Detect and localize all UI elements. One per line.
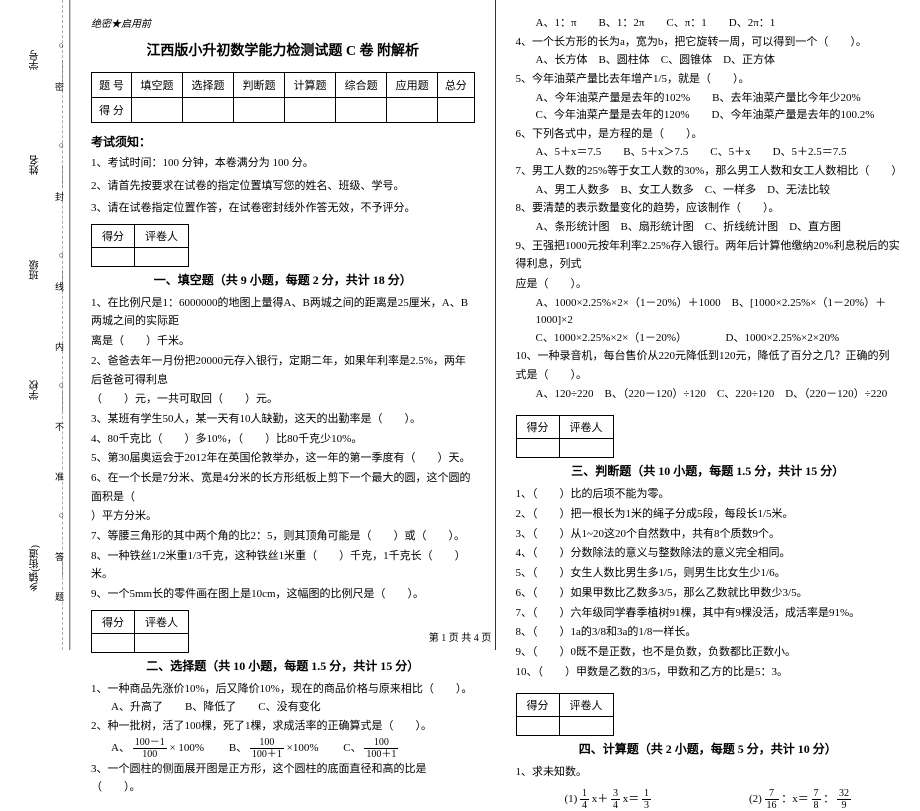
s2q2: 2、种一批树，活了100棵，死了1棵，求成活率的正确算式是（ ）。	[91, 717, 475, 736]
sec4-title: 四、计算题（共 2 小题，每题 5 分，共计 10 分）	[516, 740, 901, 757]
page-footer: 第 1 页 共 4 页	[0, 629, 920, 644]
s3-4: 4、（ ）分数除法的意义与整数除法的意义完全相同。	[516, 544, 901, 563]
eq2: (2) 716 ：x＝ 78 ： 329	[749, 788, 851, 811]
s1q2b: （ ）元，一共可取回（ ）元。	[91, 390, 475, 409]
notice-2: 2、请首先按要求在试卷的指定位置填写您的姓名、班级、学号。	[91, 178, 475, 196]
s3-1: 1、（ ）比的后项不能为零。	[516, 485, 901, 504]
s1q1b: 离是（ ）千米。	[91, 332, 475, 351]
s3-2: 2、（ ）把一根长为1米的绳子分成5段，每段长1/5米。	[516, 505, 901, 524]
s2q1o: A、升高了 B、降低了 C、没有变化	[111, 699, 475, 717]
d6: 答	[55, 550, 64, 563]
notice-head: 考试须知：	[91, 133, 475, 150]
m3: ○	[59, 380, 64, 390]
r6: 6、下列各式中，是方程的是（ ）。	[516, 125, 901, 144]
m2: ○	[59, 250, 64, 260]
side-label-town: 乡镇(街道)	[28, 545, 43, 592]
side-underline-3: ＿＿	[50, 390, 66, 412]
side-label-school: 学校	[28, 380, 43, 400]
s1q8: 8、一种铁丝1/2米重1/3千克，这种铁丝1米重（ ）千克，1千克长（ ）米。	[91, 547, 475, 584]
m1: ○	[59, 140, 64, 150]
s3-9: 9、（ ）0既不是正数，也不是负数，负数都比正数小。	[516, 643, 901, 662]
notice-1: 1、考试时间：100 分钟，本卷满分为 100 分。	[91, 155, 475, 173]
r5b: C、今年油菜产量是去年的120% D、今年油菜产量是去年的100.2%	[536, 107, 901, 125]
r8: 8、要清楚的表示数量变化的趋势，应该制作（ ）。	[516, 199, 901, 218]
s2q1: 1、一种商品先涨价10%，后又降价10%，现在的商品价格与原来相比（ ）。	[91, 680, 475, 699]
r7: 7、男工人数的25%等于女工人数的30%，那么男工人数和女工人数相比（ ）	[516, 162, 901, 181]
s2q2o: A、 100－1100 × 100% B、 100100＋1 ×100% C、 …	[111, 737, 475, 760]
sec1-title: 一、填空题（共 9 小题，每题 2 分，共计 18 分）	[91, 271, 475, 288]
left-column: 绝密★启用前 江西版小升初数学能力检测试题 C 卷 附解析 题 号 填空题 选择…	[71, 0, 496, 650]
r7o: A、男工人数多 B、女工人数多 C、一样多 D、无法比较	[536, 182, 901, 200]
r9c: A、1000×2.25%×2×（1－20%）＋1000 B、[1000×2.25…	[536, 295, 901, 330]
side-underline-1: ＿＿	[50, 165, 66, 187]
d7: 题	[55, 590, 64, 603]
s1q2a: 2、爸爸去年一月份把20000元存入银行，定期二年，如果年利率是2.5%，两年后…	[91, 352, 475, 389]
right-column: A、1：π B、1：2π C、π：1 D、2π：1 4、一个长方形的长为a，宽为…	[496, 0, 920, 650]
s3-3: 3、（ ）从1~20这20个自然数中，共有8个质数9个。	[516, 525, 901, 544]
page-title: 江西版小升初数学能力检测试题 C 卷 附解析	[91, 40, 475, 60]
s4q1: 1、求未知数。	[516, 763, 901, 782]
r9d: C、1000×2.25%×2×（1－20%） D、1000×2.25%×2×20…	[536, 330, 901, 348]
d0: 密	[55, 80, 64, 93]
content-columns: 绝密★启用前 江西版小升初数学能力检测试题 C 卷 附解析 题 号 填空题 选择…	[70, 0, 920, 650]
notice-list: 1、考试时间：100 分钟，本卷满分为 100 分。 2、请首先按要求在试卷的指…	[91, 155, 475, 218]
s1q1a: 1、在比例尺是1：6000000的地图上量得A、B两城之间的距离是25厘米，A、…	[91, 294, 475, 331]
r10o: A、120÷220 B、（220－120）÷120 C、220÷120 D、（2…	[536, 386, 901, 404]
s1q9: 9、一个5mm长的零件画在图上是10cm，这幅图的比例尺是（ ）。	[91, 585, 475, 604]
side-underline-0: ＿＿	[50, 60, 66, 82]
r10: 10、一种录音机，每台售价从220元降低到120元，降低了百分之几？正确的列式是…	[516, 347, 901, 384]
r3o: A、1：π B、1：2π C、π：1 D、2π：1	[536, 15, 901, 33]
confidential: 绝密★启用前	[91, 15, 475, 30]
binding-sidebar: 学号 ＿＿ 姓名 ＿＿ 班级 ＿＿ 学校 ＿＿ 乡镇(街道) ＿＿ ○ 密 ○ …	[0, 0, 70, 650]
r9b: 应是（ ）。	[516, 275, 901, 294]
side-label-class: 班级	[28, 260, 43, 280]
s2q3: 3、一个圆柱的侧面展开图是正方形，这个圆柱的底面直径和高的比是（ ）。	[91, 760, 475, 797]
sec2-title: 二、选择题（共 10 小题，每题 1.5 分，共计 15 分）	[91, 657, 475, 674]
r9a: 9、王强把1000元按年利率2.25%存入银行。两年后计算他缴纳20%利息税后的…	[516, 237, 901, 274]
d5: 准	[55, 470, 64, 483]
r4: 4、一个长方形的长为a，宽为b，把它旋转一周，可以得到一个（ ）。	[516, 33, 901, 52]
exam-page: 学号 ＿＿ 姓名 ＿＿ 班级 ＿＿ 学校 ＿＿ 乡镇(街道) ＿＿ ○ 密 ○ …	[0, 0, 920, 650]
s3-10: 10、（ ）甲数是乙数的3/5，甲数和乙方的比是5：3。	[516, 663, 901, 682]
r4o: A、长方体 B、圆柱体 C、圆锥体 D、正方体	[536, 52, 901, 70]
score-row-value: 得 分	[92, 98, 475, 123]
fracA: 100－1100	[133, 737, 167, 760]
s3-7: 7、（ ）六年级同学春季植树91棵，其中有9棵没活，成活率是91%。	[516, 604, 901, 623]
d4: 不	[55, 420, 64, 433]
eq1: (1) 14 x＋ 34 x＝ 13	[564, 788, 651, 811]
r6o: A、5＋x＝7.5 B、5＋x＞7.5 C、5＋x D、5＋2.5＝7.5	[536, 144, 901, 162]
d1: 封	[55, 190, 64, 203]
calc-row: (1) 14 x＋ 34 x＝ 13 (2) 716 ：x＝ 78 ： 329	[516, 788, 901, 811]
m4: ○	[59, 510, 64, 520]
r5a: A、今年油菜产量是去年的102% B、去年油菜产量比今年少20%	[536, 90, 901, 108]
s1q3: 3、某班有学生50人，某一天有10人缺勤，这天的出勤率是（ ）。	[91, 410, 475, 429]
score-row-head: 题 号 填空题 选择题 判断题 计算题 综合题 应用题 总分	[92, 73, 475, 98]
score-table: 题 号 填空题 选择题 判断题 计算题 综合题 应用题 总分 得 分	[91, 72, 475, 123]
d3: 内	[55, 340, 64, 353]
scorer-box-4: 得分评卷人	[516, 693, 614, 736]
side-label-id: 学号	[28, 50, 43, 70]
s3-5: 5、（ ）女生人数比男生多1/5，则男生比女生少1/6。	[516, 564, 901, 583]
d2: 线	[55, 280, 64, 293]
r8o: A、条形统计图 B、扇形统计图 C、折线统计图 D、直方图	[536, 219, 901, 237]
scorer-box-1: 得分评卷人	[91, 224, 189, 267]
s1q4: 4、80千克比（ ）多10%，（ ）比80千克少10%。	[91, 430, 475, 449]
sec3-title: 三、判断题（共 10 小题，每题 1.5 分，共计 15 分）	[516, 462, 901, 479]
s1q6a: 6、在一个长是7分米、宽是4分米的长方形纸板上剪下一个最大的圆，这个圆的面积是（	[91, 469, 475, 506]
notice-3: 3、请在试卷指定位置作答，在试卷密封线外作答无效，不予评分。	[91, 200, 475, 218]
side-label-name: 姓名	[28, 155, 43, 175]
r5: 5、今年油菜产量比去年增产1/5，就是（ ）。	[516, 70, 901, 89]
s1q5: 5、第30届奥运会于2012年在英国伦敦举办，这一年的第一季度有（ ）天。	[91, 449, 475, 468]
fracC: 100100＋1	[364, 737, 398, 760]
s1q7: 7、等腰三角形的其中两个角的比2：5，则其顶角可能是（ ）或（ ）。	[91, 527, 475, 546]
m0: ○	[59, 40, 64, 50]
scorer-box-3: 得分评卷人	[516, 415, 614, 458]
s1q6b: ）平方分米。	[91, 507, 475, 526]
fracB: 100100＋1	[250, 737, 284, 760]
s3-6: 6、（ ）如果甲数比乙数多3/5，那么乙数就比甲数少3/5。	[516, 584, 901, 603]
